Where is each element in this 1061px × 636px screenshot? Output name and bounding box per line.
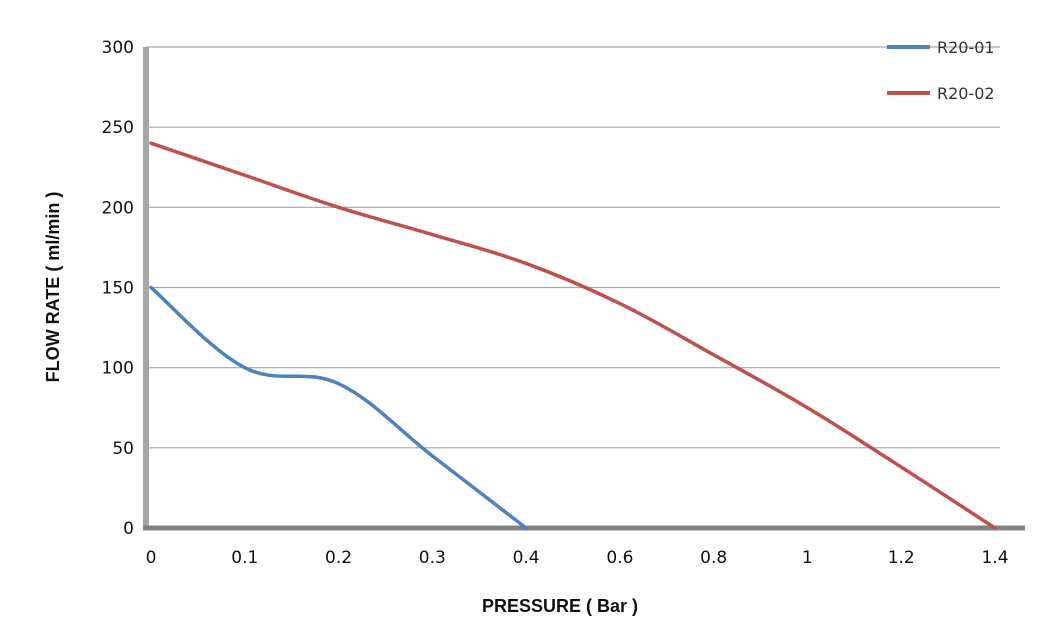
x-tick-0.3: 0.3: [419, 548, 446, 568]
legend-label-R20-02: R20-02: [937, 84, 995, 103]
x-tick-labels: 0 0.1 0.2 0.3 0.4 0.6 0.8 1 1.2 1.4: [146, 548, 1009, 568]
x-tick-0.1: 0.1: [231, 548, 258, 568]
series-line-R20-01: [149, 285, 528, 530]
y-tick-250: 250: [102, 118, 134, 138]
x-tick-1.2: 1.2: [888, 548, 915, 568]
axes: [143, 47, 1025, 531]
x-tick-0.8: 0.8: [700, 548, 727, 568]
y-axis-label: FLOW RATE ( ml/min ): [43, 192, 63, 383]
x-tick-1: 1: [802, 548, 813, 568]
legend-label-R20-01: R20-01: [937, 38, 995, 57]
gridlines: [146, 46, 1000, 449]
x-tick-0.4: 0.4: [513, 548, 540, 568]
x-tick-0.6: 0.6: [606, 548, 633, 568]
y-tick-50: 50: [112, 439, 134, 459]
y-tick-300: 300: [102, 38, 134, 58]
y-tick-labels: 0 50 100 150 200 250 300: [102, 38, 134, 539]
legend: R20-01 R20-02: [887, 38, 995, 103]
series-line-R20-02: [149, 141, 997, 530]
y-tick-150: 150: [102, 279, 134, 299]
x-tick-0.2: 0.2: [325, 548, 352, 568]
y-tick-0: 0: [123, 519, 134, 539]
y-tick-100: 100: [102, 359, 134, 379]
y-tick-200: 200: [102, 198, 134, 218]
x-tick-0: 0: [146, 548, 157, 568]
x-tick-1.4: 1.4: [981, 548, 1008, 568]
x-axis-label: PRESSURE ( Bar ): [482, 596, 638, 616]
series-lines: [149, 141, 997, 530]
